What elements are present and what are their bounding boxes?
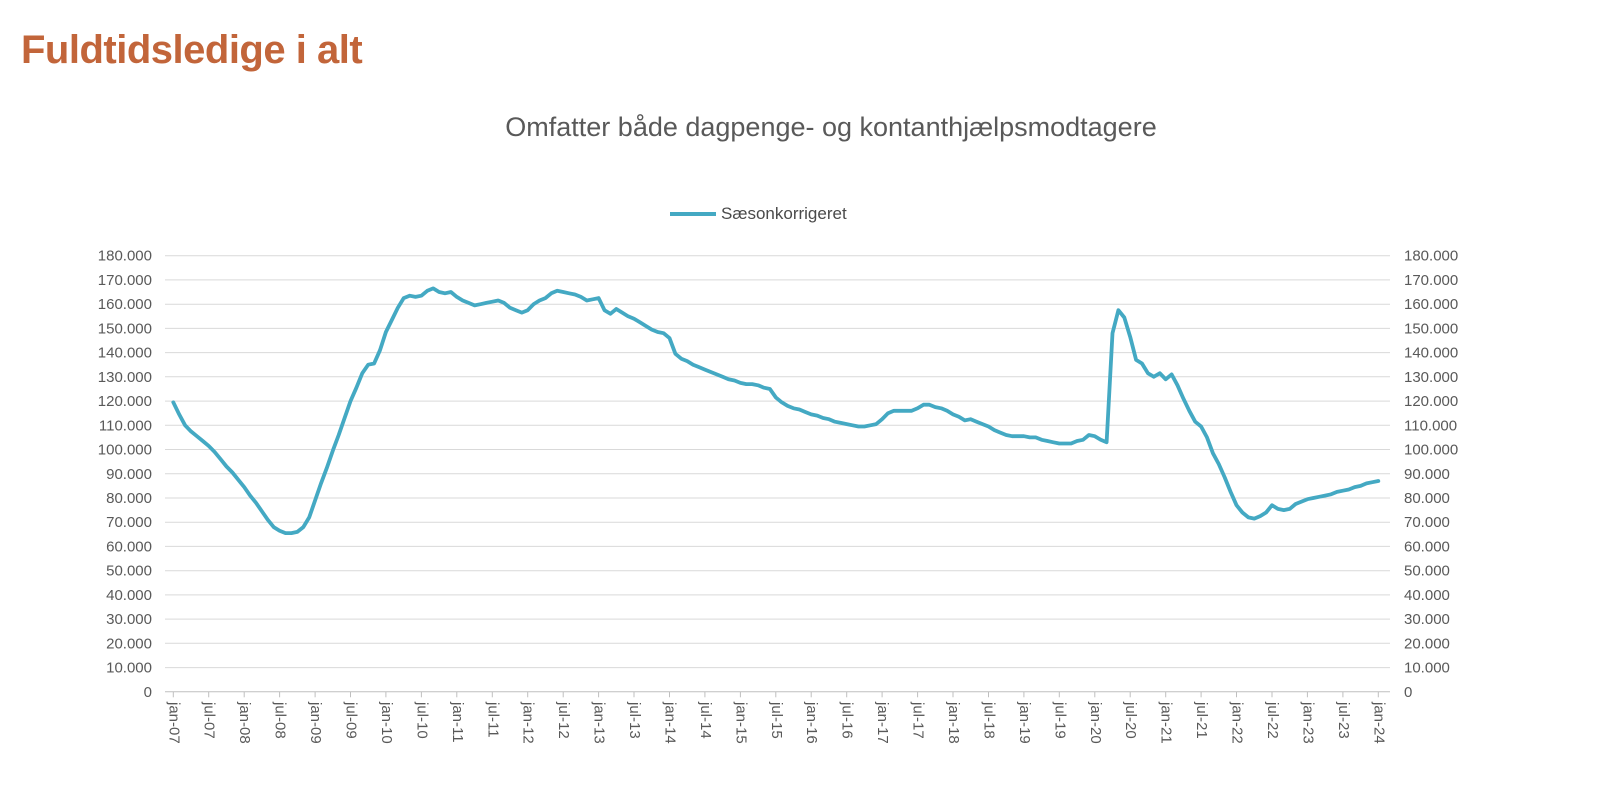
x-axis-label: jan-12 bbox=[520, 701, 537, 744]
x-axis-label: jan-24 bbox=[1370, 701, 1387, 744]
x-axis-label: jan-14 bbox=[662, 701, 679, 744]
x-axis-label: jul-15 bbox=[768, 701, 785, 739]
y-axis-label-right: 70.000 bbox=[1404, 514, 1450, 531]
y-axis-label-left: 40.000 bbox=[106, 587, 152, 604]
y-axis-label-left: 60.000 bbox=[106, 538, 152, 555]
y-axis-label-right: 60.000 bbox=[1404, 538, 1450, 555]
y-axis-label-left: 180.000 bbox=[98, 248, 152, 265]
x-axis-label: jul-18 bbox=[981, 701, 998, 739]
y-axis-label-right: 120.000 bbox=[1404, 393, 1458, 410]
x-axis-label: jul-07 bbox=[201, 701, 218, 739]
x-axis-label: jan-07 bbox=[165, 701, 182, 744]
x-axis-label: jan-15 bbox=[732, 701, 749, 744]
x-axis-label: jul-20 bbox=[1122, 701, 1139, 739]
chart-title: Omfatter både dagpenge- og kontanthjælps… bbox=[505, 112, 1157, 142]
y-axis-label-left: 130.000 bbox=[98, 369, 152, 386]
x-axis-label: jul-17 bbox=[910, 701, 927, 739]
y-axis-label-right: 40.000 bbox=[1404, 587, 1450, 604]
series-line-saesonkorrigeret bbox=[171, 286, 1381, 535]
x-axis-label: jan-09 bbox=[307, 701, 324, 744]
y-axis-label-left: 120.000 bbox=[98, 393, 152, 410]
y-axis-label-right: 180.000 bbox=[1404, 248, 1458, 265]
y-axis-label-left: 160.000 bbox=[98, 296, 152, 313]
legend-line-swatch-icon bbox=[670, 212, 716, 216]
x-axis-label: jul-16 bbox=[839, 701, 856, 739]
y-axis-label-left: 10.000 bbox=[106, 660, 152, 677]
y-axis-label-right: 110.000 bbox=[1404, 417, 1457, 434]
x-axis-label: jul-08 bbox=[272, 701, 289, 739]
x-axis-label: jul-21 bbox=[1193, 701, 1210, 739]
y-axis-label-left: 110.000 bbox=[99, 417, 152, 434]
x-axis-label: jul-19 bbox=[1051, 701, 1068, 739]
y-axis-label-left: 150.000 bbox=[98, 320, 152, 337]
x-axis-label: jul-12 bbox=[555, 701, 572, 739]
y-axis-label-left: 140.000 bbox=[98, 345, 152, 362]
y-axis-label-left: 100.000 bbox=[98, 442, 152, 459]
chart-legend: Sæsonkorrigeret bbox=[670, 203, 847, 225]
x-axis-label: jan-13 bbox=[591, 701, 608, 744]
y-axis-label-left: 20.000 bbox=[106, 635, 152, 652]
x-axis-label: jan-17 bbox=[874, 701, 891, 744]
x-axis-label: jan-18 bbox=[945, 701, 962, 744]
y-axis-label-left: 170.000 bbox=[98, 272, 152, 289]
x-axis-label: jul-09 bbox=[343, 701, 360, 739]
y-axis-label-right: 30.000 bbox=[1404, 611, 1450, 628]
page-title: Fuldtidsledige i alt bbox=[21, 28, 363, 72]
y-axis-label-right: 100.000 bbox=[1404, 442, 1458, 459]
x-axis-label: jul-13 bbox=[626, 701, 643, 739]
y-axis-label-left: 50.000 bbox=[106, 563, 152, 580]
x-axis-label: jul-14 bbox=[697, 701, 714, 739]
x-axis-label: jul-23 bbox=[1335, 701, 1352, 739]
y-axis-label-right: 170.000 bbox=[1404, 272, 1458, 289]
x-axis-label: jul-22 bbox=[1264, 701, 1281, 739]
x-axis-label: jan-20 bbox=[1087, 701, 1104, 744]
legend-label: Sæsonkorrigeret bbox=[721, 204, 847, 223]
y-axis-label-right: 130.000 bbox=[1404, 369, 1458, 386]
y-axis-label-left: 90.000 bbox=[106, 466, 152, 483]
y-axis-label-left: 80.000 bbox=[106, 490, 152, 507]
y-axis-label-right: 80.000 bbox=[1404, 490, 1450, 507]
x-axis-label: jan-19 bbox=[1016, 701, 1033, 744]
x-axis-label: jan-16 bbox=[803, 701, 820, 744]
y-axis-label-right: 90.000 bbox=[1404, 466, 1450, 483]
x-axis-label: jan-23 bbox=[1299, 701, 1316, 744]
x-axis-label: jan-08 bbox=[236, 701, 253, 744]
x-axis-label: jan-22 bbox=[1229, 701, 1246, 744]
y-axis-label-right: 150.000 bbox=[1404, 320, 1458, 337]
x-axis-label: jul-10 bbox=[413, 701, 430, 739]
x-axis-label: jan-10 bbox=[378, 701, 395, 744]
y-axis-label-right: 20.000 bbox=[1404, 635, 1450, 652]
y-axis-label-left: 30.000 bbox=[106, 611, 152, 628]
y-axis-label-right: 140.000 bbox=[1404, 345, 1458, 362]
x-axis-label: jan-11 bbox=[449, 701, 466, 743]
y-axis-label-right: 50.000 bbox=[1404, 563, 1450, 580]
x-axis-label: jul-11 bbox=[484, 701, 501, 738]
x-axis-label: jan-21 bbox=[1158, 701, 1175, 744]
y-axis-label-right: 0 bbox=[1404, 684, 1412, 701]
y-axis-label-right: 160.000 bbox=[1404, 296, 1458, 313]
y-axis-label-left: 0 bbox=[144, 684, 152, 701]
y-axis-label-right: 10.000 bbox=[1404, 660, 1450, 677]
y-axis-label-left: 70.000 bbox=[106, 514, 152, 531]
